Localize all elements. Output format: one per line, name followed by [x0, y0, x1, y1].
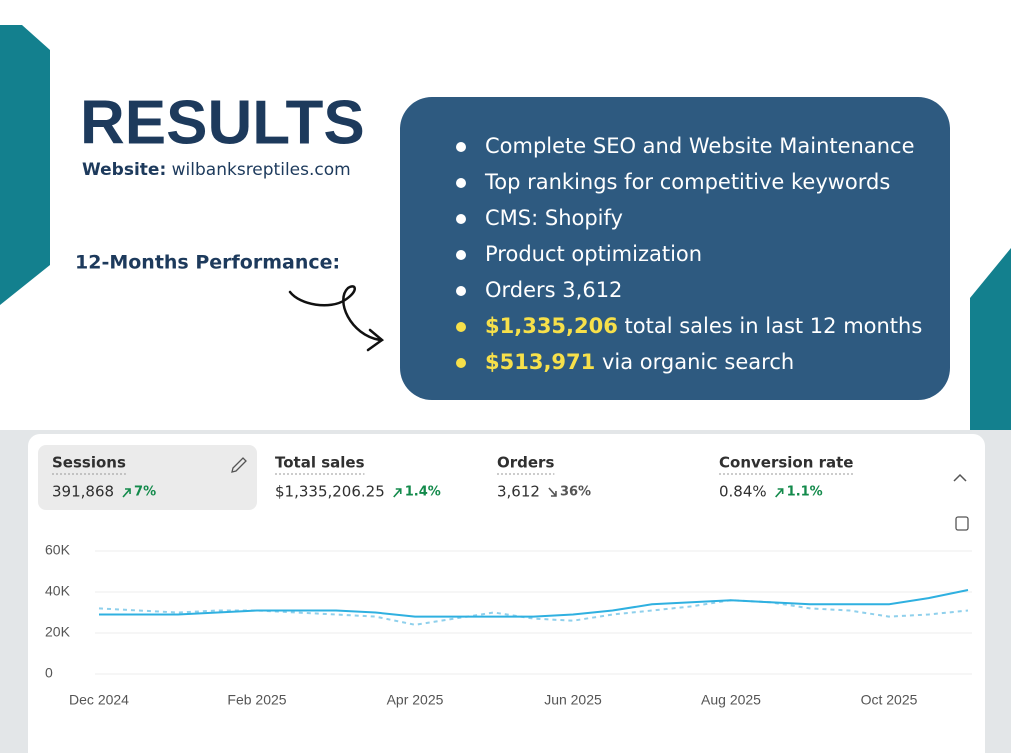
bullet-dot: [456, 250, 466, 260]
metric-change: 1.1%: [787, 485, 823, 500]
x-tick-label: Dec 2024: [69, 692, 129, 708]
website-label: Website:: [82, 160, 166, 180]
metric-value: 391,868: [52, 483, 114, 501]
chart: 0 20K 40K 60K Dec 2024 Feb 2025 Apr 2025 Jun 20…: [45, 542, 972, 708]
metric-change: 7%: [134, 485, 156, 500]
bullet-text: Product optimization: [485, 242, 702, 266]
metric-change: 1.4%: [405, 485, 441, 500]
website: wilbanksreptiles.com: [172, 160, 351, 180]
selected-metric: [38, 445, 257, 510]
metric-change: 36%: [560, 485, 591, 500]
bullet-dot: [456, 286, 466, 296]
bullet-text: $1,335,206 total sales in last 12 months: [485, 314, 922, 338]
bullet-content: CMS: Shopify: [485, 206, 623, 230]
metric-value: $1,335,206.25: [275, 483, 385, 501]
collapse-icon[interactable]: [953, 473, 967, 482]
y-tick-label: 20K: [45, 624, 71, 640]
series-line: [99, 589, 969, 618]
teal-shape-left: [0, 25, 50, 305]
bullet-dot: [456, 322, 466, 332]
bullet-content: Complete SEO and Website Maintenance: [485, 134, 915, 158]
edit-icon: [231, 457, 247, 473]
x-tick-label: Aug 2025: [701, 692, 761, 708]
bullet-dot: [456, 142, 466, 152]
title: RESULTS: [80, 88, 365, 157]
bullet-content: via organic search: [602, 350, 794, 374]
y-tick-label: 40K: [45, 583, 71, 599]
bullet-list: Complete SEO and Website Maintenance Top …: [456, 134, 922, 374]
x-tick-label: Oct 2025: [861, 692, 918, 708]
bullet-text: $513,971 via organic search: [485, 350, 794, 374]
bullet-content: Orders 3,612: [485, 278, 622, 302]
y-tick-label: 0: [45, 665, 53, 681]
bullet-text: Complete SEO and Website Maintenance: [485, 134, 915, 158]
bullet-highlight: $513,971: [485, 350, 595, 374]
summary-box: [400, 97, 950, 400]
metric-label: Sessions: [52, 454, 126, 472]
y-tick-label: 60K: [45, 542, 71, 558]
chart-options-icon[interactable]: [955, 516, 969, 531]
metric-label: Conversion rate: [719, 454, 853, 472]
bullet-dot: [456, 178, 466, 188]
bullet-dot: [456, 358, 466, 368]
metrics: Sessions 391,868 7% Total sales $1,335,206.2…: [52, 454, 854, 501]
bullet-content: Top rankings for competitive keywords: [484, 170, 890, 194]
bullet-content: Product optimization: [485, 242, 702, 266]
metric-label: Total sales: [275, 454, 365, 472]
x-tick-label: Feb 2025: [227, 692, 286, 708]
performance-label: 12-Months Performance:: [75, 252, 340, 274]
arrow-up: [775, 488, 784, 498]
metric-value: 0.84%: [719, 483, 767, 501]
website-line: Website: wilbanksreptiles.com: [82, 160, 351, 180]
bullet-text: CMS: Shopify: [485, 206, 623, 230]
bullet-text: Top rankings for competitive keywords: [484, 170, 890, 194]
bullet-text: Orders 3,612: [485, 278, 622, 302]
bullet-highlight: $1,335,206: [485, 314, 618, 338]
x-tick-label: Jun 2025: [544, 692, 602, 708]
curvy-arrow: [288, 285, 385, 352]
arrow-down: [548, 487, 557, 497]
bullet-content: total sales in last 12 months: [625, 314, 923, 338]
metric-label: Orders: [497, 454, 554, 472]
bullet-dot: [456, 214, 466, 224]
x-tick-label: Apr 2025: [387, 692, 444, 708]
teal-shape-right: [970, 248, 1011, 432]
dashboard-card: [28, 434, 985, 753]
arrow-up: [122, 488, 131, 498]
metric-value: 3,612: [497, 483, 540, 501]
arrow-up: [393, 488, 402, 498]
